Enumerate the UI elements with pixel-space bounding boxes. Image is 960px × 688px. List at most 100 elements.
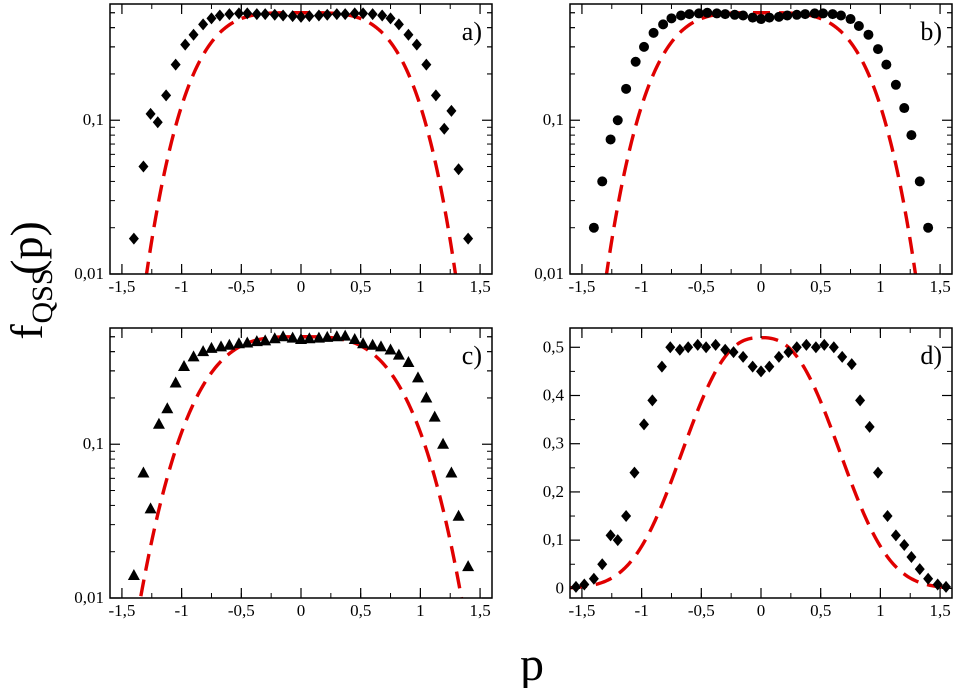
y-tick-label: 0 bbox=[556, 578, 565, 597]
data-point bbox=[588, 572, 599, 585]
x-axis-title: p bbox=[520, 638, 544, 688]
data-point bbox=[648, 27, 659, 38]
panel-c: -1,5 -1 -0,5 0 0,5 1 1,5 0,01 0,1 c) bbox=[74, 327, 493, 620]
data-point bbox=[127, 569, 140, 581]
x-tick-label: -1,5 bbox=[108, 277, 135, 296]
data-point bbox=[303, 332, 316, 344]
data-point bbox=[630, 56, 641, 67]
data-point bbox=[145, 107, 156, 120]
data-point bbox=[710, 338, 721, 351]
data-point bbox=[791, 341, 802, 354]
data-point bbox=[684, 9, 695, 20]
data-point bbox=[392, 348, 405, 360]
data-point bbox=[899, 538, 910, 551]
data-point bbox=[339, 329, 352, 341]
data-point bbox=[260, 8, 271, 21]
data-point bbox=[890, 79, 901, 90]
x-tick-label: -1,5 bbox=[568, 601, 595, 620]
data-point bbox=[872, 466, 883, 479]
x-tick-label: 1,5 bbox=[469, 601, 490, 620]
data-point bbox=[330, 330, 343, 342]
data-point bbox=[674, 343, 685, 356]
data-point bbox=[144, 502, 157, 514]
x-tick-label: 1 bbox=[876, 601, 885, 620]
data-point bbox=[923, 572, 934, 585]
data-point bbox=[612, 534, 623, 547]
data-point bbox=[287, 10, 298, 23]
data-point bbox=[402, 356, 415, 368]
x-tick-label: 0,5 bbox=[810, 601, 831, 620]
data-point bbox=[729, 9, 740, 20]
y-tick-label: 0,3 bbox=[543, 434, 564, 453]
data-point bbox=[198, 18, 209, 31]
data-point bbox=[430, 89, 441, 102]
data-point bbox=[846, 358, 857, 371]
x-tick-label: 1,5 bbox=[469, 277, 490, 296]
panel-label: b) bbox=[920, 17, 942, 46]
data-point bbox=[756, 14, 766, 25]
data-point bbox=[384, 343, 397, 355]
x-tick-label: 0,5 bbox=[350, 601, 371, 620]
data-point bbox=[366, 338, 379, 350]
data-point bbox=[597, 176, 608, 187]
data-point bbox=[215, 340, 228, 352]
data-point bbox=[340, 8, 351, 21]
data-point bbox=[899, 103, 910, 114]
plot-frame bbox=[109, 3, 493, 275]
data-point bbox=[666, 13, 677, 24]
data-point bbox=[656, 360, 667, 373]
data-point bbox=[756, 365, 766, 378]
data-point bbox=[169, 376, 182, 388]
x-tick-label: 1,5 bbox=[929, 277, 950, 296]
x-tick-label: 0 bbox=[757, 601, 766, 620]
data-point bbox=[782, 10, 793, 21]
data-point bbox=[597, 558, 608, 571]
x-tick-label: 1,5 bbox=[929, 601, 950, 620]
data-point bbox=[639, 418, 650, 431]
panel-label: c) bbox=[462, 341, 482, 370]
data-point bbox=[241, 336, 254, 348]
plot-frame bbox=[109, 327, 493, 599]
data-point bbox=[180, 38, 191, 51]
data-point bbox=[411, 371, 424, 383]
data-point bbox=[882, 510, 893, 523]
data-point bbox=[286, 331, 299, 343]
data-point bbox=[452, 509, 465, 521]
data-point bbox=[197, 345, 210, 357]
data-point bbox=[313, 9, 324, 22]
panel-d: -1,5 -1 -0,5 0 0,5 1 1,5 0 0,1 0,2 0,3 0,4 0,5 d) bbox=[543, 327, 953, 620]
x-tick-label: 1 bbox=[416, 601, 425, 620]
y-tick-label: 0,01 bbox=[534, 264, 564, 283]
x-tick-label: 1 bbox=[416, 277, 425, 296]
data-point bbox=[439, 122, 450, 135]
y-tick-label: 0,5 bbox=[543, 337, 564, 356]
data-point bbox=[403, 28, 414, 41]
data-point bbox=[393, 18, 404, 31]
panel-label: a) bbox=[462, 17, 482, 46]
y-tick-label: 0,4 bbox=[543, 386, 565, 405]
x-tick-label: 1 bbox=[876, 277, 885, 296]
x-tick-label: 0,5 bbox=[810, 277, 831, 296]
data-point bbox=[764, 360, 775, 373]
data-point bbox=[437, 437, 450, 449]
data-point bbox=[923, 222, 934, 233]
data-point bbox=[810, 341, 821, 354]
data-point bbox=[658, 19, 669, 30]
data-point bbox=[445, 466, 458, 478]
data-point bbox=[676, 10, 687, 21]
data-point bbox=[845, 14, 856, 25]
data-point bbox=[853, 21, 864, 32]
data-point bbox=[152, 417, 165, 429]
data-point bbox=[224, 8, 235, 21]
data-point bbox=[462, 560, 475, 572]
data-point bbox=[818, 8, 829, 19]
data-point bbox=[800, 9, 811, 20]
data-point bbox=[801, 338, 812, 351]
data-point bbox=[161, 89, 172, 102]
data-point bbox=[738, 350, 749, 363]
data-point bbox=[827, 9, 838, 20]
x-tick-label: -1 bbox=[175, 601, 189, 620]
x-tick-label: 0,5 bbox=[350, 277, 371, 296]
data-point bbox=[161, 402, 174, 414]
